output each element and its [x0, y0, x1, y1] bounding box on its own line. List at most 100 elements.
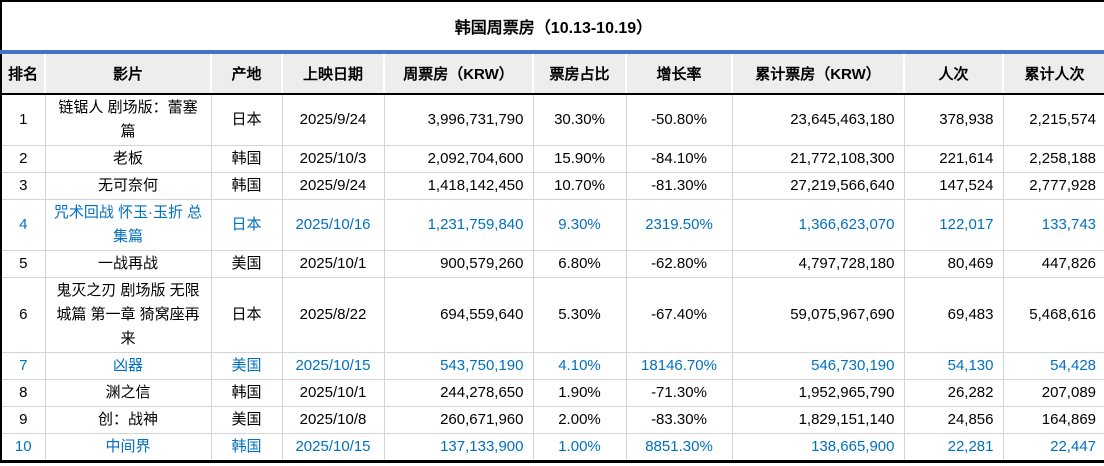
table-row: 3 无可奈何 韩国 2025/9/24 1,418,142,450 10.70% -81.3… [1, 172, 1104, 200]
cell-admissions: 221,614 [904, 145, 1004, 173]
cell-weekly-gross: 260,671,960 [384, 406, 534, 434]
cell-origin: 韩国 [211, 433, 283, 462]
cell-weekly-gross: 2,092,704,600 [384, 145, 534, 173]
header-cell-share: 票房占比 [533, 52, 627, 95]
cell-cumulative-admissions: 2,258,188 [1003, 145, 1104, 173]
cell-release-date: 2025/10/1 [282, 250, 385, 278]
cell-weekly-gross: 137,133,900 [384, 433, 534, 462]
table-row: 7 凶器 美国 2025/10/15 543,750,190 4.10% 18146.70%… [1, 352, 1104, 380]
cell-cumulative-gross: 138,665,900 [732, 433, 905, 462]
cell-release-date: 2025/9/24 [282, 94, 385, 146]
cell-rank: 6 [1, 277, 46, 353]
cell-share: 5.30% [533, 277, 627, 353]
cell-share: 10.70% [533, 172, 627, 200]
cell-cumulative-gross: 4,797,728,180 [732, 250, 905, 278]
cell-growth: 2319.50% [626, 199, 733, 251]
cell-cumulative-admissions: 164,869 [1003, 406, 1104, 434]
cell-share: 9.30% [533, 199, 627, 251]
cell-origin: 美国 [211, 406, 283, 434]
header-cell-growth: 增长率 [626, 52, 733, 95]
cell-origin: 韩国 [211, 172, 283, 200]
cell-growth: -71.30% [626, 379, 733, 407]
cell-weekly-gross: 1,418,142,450 [384, 172, 534, 200]
header-cell-origin: 产地 [211, 52, 283, 95]
cell-growth: 18146.70% [626, 352, 733, 380]
cell-share: 2.00% [533, 406, 627, 434]
cell-rank: 8 [1, 379, 46, 407]
cell-release-date: 2025/10/3 [282, 145, 385, 173]
cell-origin: 日本 [211, 277, 283, 353]
cell-cumulative-admissions: 447,826 [1003, 250, 1104, 278]
header-cell-cumulative-gross: 累计票房（KRW） [732, 52, 905, 95]
cell-origin: 美国 [211, 250, 283, 278]
cell-admissions: 378,938 [904, 94, 1004, 146]
table-row: 10 中间界 韩国 2025/10/15 137,133,900 1.00% 8851.30… [1, 433, 1104, 462]
cell-cumulative-admissions: 2,777,928 [1003, 172, 1104, 200]
cell-film: 中间界 [45, 433, 212, 462]
cell-film: 凶器 [45, 352, 212, 380]
cell-cumulative-gross: 59,075,967,690 [732, 277, 905, 353]
cell-growth: -62.80% [626, 250, 733, 278]
cell-cumulative-gross: 27,219,566,640 [732, 172, 905, 200]
header-row: 排名 影片 产地 上映日期 周票房（KRW） 票房占比 增长率 累计票房（KRW） 人次 累计人次 [1, 52, 1104, 95]
cell-cumulative-admissions: 2,215,574 [1003, 94, 1104, 146]
table-row: 8 渊之信 韩国 2025/10/1 244,278,650 1.90% -71.30% 1,… [1, 379, 1104, 407]
cell-share: 1.00% [533, 433, 627, 462]
cell-growth: -50.80% [626, 94, 733, 146]
cell-growth: -67.40% [626, 277, 733, 353]
cell-film: 咒术回战 怀玉·玉折 总集篇 [45, 199, 212, 251]
cell-cumulative-gross: 21,772,108,300 [732, 145, 905, 173]
cell-cumulative-gross: 23,645,463,180 [732, 94, 905, 146]
cell-share: 4.10% [533, 352, 627, 380]
cell-origin: 韩国 [211, 145, 283, 173]
header-cell-rank: 排名 [1, 52, 46, 95]
cell-growth: -84.10% [626, 145, 733, 173]
cell-release-date: 2025/10/15 [282, 352, 385, 380]
cell-admissions: 147,524 [904, 172, 1004, 200]
header-cell-release-date: 上映日期 [282, 52, 385, 95]
table-row: 6 鬼灭之刃 剧场版 无限城篇 第一章 猗窝座再来 日本 2025/8/22 694,5… [1, 277, 1104, 353]
cell-weekly-gross: 694,559,640 [384, 277, 534, 353]
cell-growth: -81.30% [626, 172, 733, 200]
cell-admissions: 69,483 [904, 277, 1004, 353]
cell-share: 6.80% [533, 250, 627, 278]
cell-cumulative-admissions: 54,428 [1003, 352, 1104, 380]
cell-rank: 4 [1, 199, 46, 251]
cell-film: 链锯人 剧场版：蕾塞篇 [45, 94, 212, 146]
cell-cumulative-admissions: 207,089 [1003, 379, 1104, 407]
cell-cumulative-gross: 1,829,151,140 [732, 406, 905, 434]
cell-release-date: 2025/10/1 [282, 379, 385, 407]
cell-admissions: 22,281 [904, 433, 1004, 462]
cell-origin: 美国 [211, 352, 283, 380]
cell-rank: 3 [1, 172, 46, 200]
cell-film: 老板 [45, 145, 212, 173]
cell-release-date: 2025/8/22 [282, 277, 385, 353]
table-row: 4 咒术回战 怀玉·玉折 总集篇 日本 2025/10/16 1,231,759,840… [1, 199, 1104, 251]
cell-release-date: 2025/10/16 [282, 199, 385, 251]
cell-growth: -83.30% [626, 406, 733, 434]
cell-cumulative-admissions: 22,447 [1003, 433, 1104, 462]
cell-weekly-gross: 543,750,190 [384, 352, 534, 380]
cell-rank: 1 [1, 94, 46, 146]
cell-weekly-gross: 244,278,650 [384, 379, 534, 407]
cell-film: 鬼灭之刃 剧场版 无限城篇 第一章 猗窝座再来 [45, 277, 212, 353]
cell-weekly-gross: 3,996,731,790 [384, 94, 534, 146]
cell-release-date: 2025/9/24 [282, 172, 385, 200]
table-row: 2 老板 韩国 2025/10/3 2,092,704,600 15.90% -84.10%… [1, 145, 1104, 173]
cell-cumulative-gross: 546,730,190 [732, 352, 905, 380]
cell-film: 无可奈何 [45, 172, 212, 200]
table-row: 1 链锯人 剧场版：蕾塞篇 日本 2025/9/24 3,996,731,790 30.3… [1, 94, 1104, 146]
cell-cumulative-gross: 1,952,965,790 [732, 379, 905, 407]
cell-origin: 日本 [211, 199, 283, 251]
cell-share: 1.90% [533, 379, 627, 407]
table-row: 9 创：战神 美国 2025/10/8 260,671,960 2.00% -83.30% 1… [1, 406, 1104, 434]
cell-cumulative-admissions: 5,468,616 [1003, 277, 1104, 353]
cell-origin: 日本 [211, 94, 283, 146]
cell-rank: 5 [1, 250, 46, 278]
cell-growth: 8851.30% [626, 433, 733, 462]
cell-rank: 2 [1, 145, 46, 173]
cell-film: 创：战神 [45, 406, 212, 434]
cell-share: 15.90% [533, 145, 627, 173]
header-cell-admissions: 人次 [904, 52, 1004, 95]
